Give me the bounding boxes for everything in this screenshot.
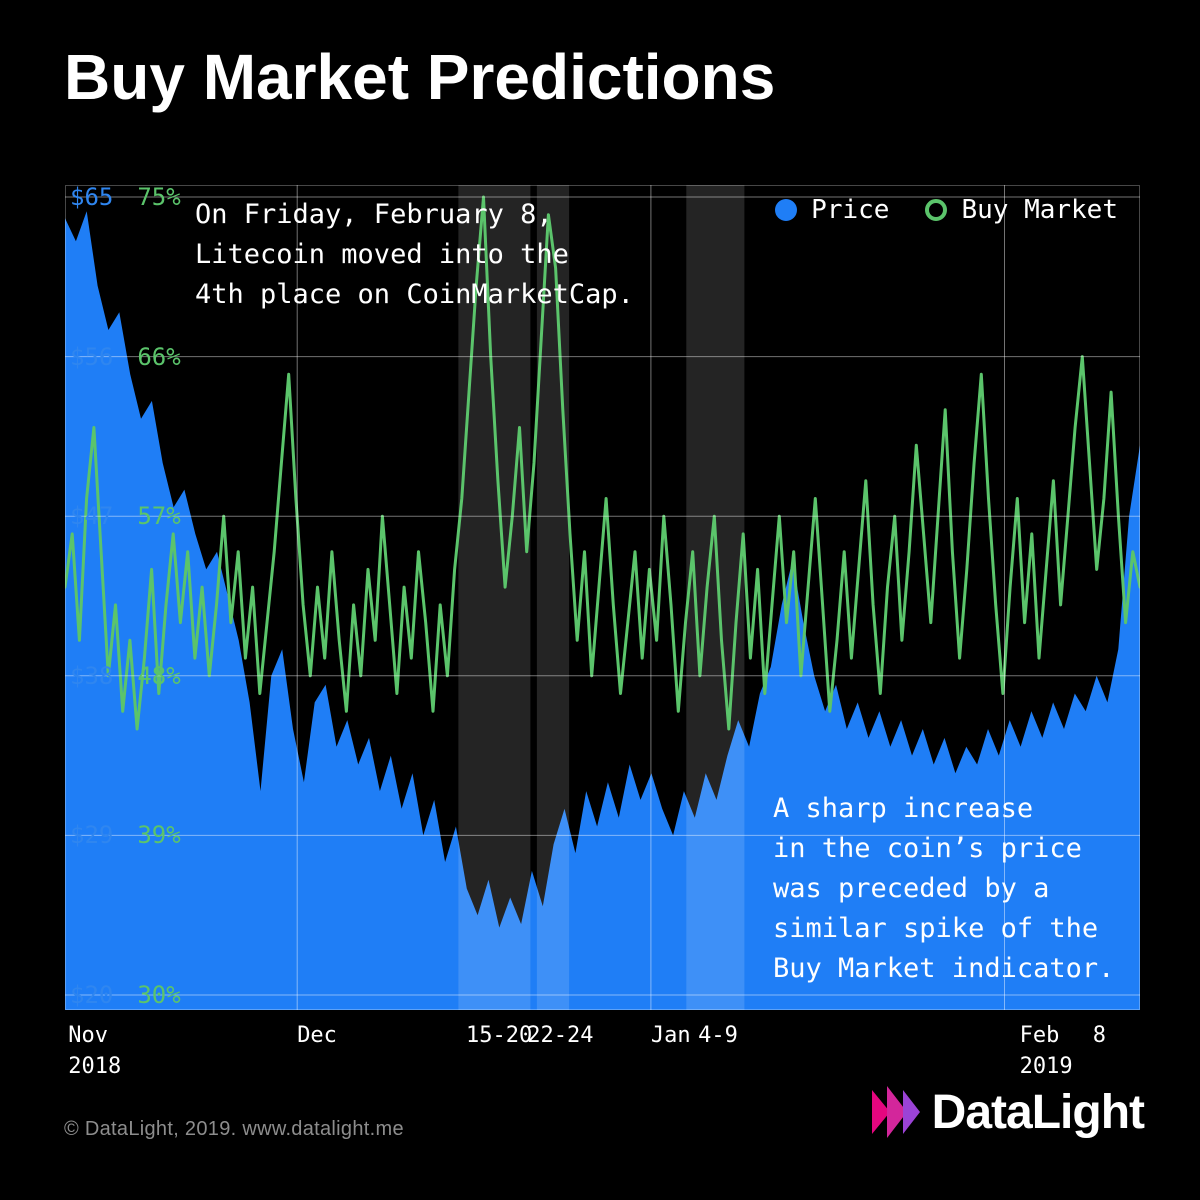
copyright-text: © DataLight, 2019. www.datalight.me [64,1118,404,1140]
y-tick-price: $38 [70,661,114,690]
page-title: Buy Market Predictions [64,41,776,113]
y-tick-label: $38 48% [70,663,181,689]
annotation-bottom: A sharp increase in the coin’s price was… [773,793,1115,984]
y-tick-percent: 75% [137,183,181,211]
annotation-top: On Friday, February 8, Litecoin moved in… [195,199,634,310]
datalight-logo-text: DataLight [931,1085,1145,1139]
x-axis-labels: Nov 2018 Dec 15-20 22-24 Jan 4-9 Feb 2019 8 [65,1020,1140,1090]
y-tick-percent: 57% [137,502,181,531]
y-tick-label: $20 30% [70,982,181,1008]
chart: $65 75% $56 66% $47 57% $38 48% $29 39% $20 30% Pri… [65,184,1140,1010]
legend-buy-market-label: Buy Market [961,195,1118,225]
y-tick-label: $56 66% [70,344,181,370]
y-tick-percent: 66% [137,342,181,371]
y-tick-price: $47 [70,502,114,531]
y-tick-price: $20 [70,981,114,1009]
legend-price-label: Price [811,195,890,225]
y-tick-percent: 48% [137,661,181,690]
x-tick-label: 4-9 [698,1023,738,1048]
x-tick-label: Feb 2019 [1019,1023,1073,1079]
datalight-logo: DataLight [870,1084,1145,1140]
y-tick-price: $65 [70,183,114,211]
y-tick-percent: 39% [137,821,181,850]
x-tick-label: Nov 2018 [68,1023,122,1079]
y-tick-label: $29 39% [70,822,181,848]
legend-item-price: Price [775,195,889,225]
y-tick-percent: 30% [137,981,181,1009]
y-tick-label: $65 75% [70,184,181,210]
legend-item-buy-market: Buy Market [925,195,1118,225]
buy-market-legend-marker [925,199,948,221]
x-tick-label: Jan [650,1023,691,1048]
x-tick-label: Dec [297,1023,337,1048]
x-tick-label: 22-24 [527,1023,594,1048]
y-tick-price: $56 [70,342,114,371]
chart-canvas [65,185,1140,1010]
datalight-logo-mark-icon [871,1086,920,1138]
y-tick-price: $29 [70,821,114,850]
chart-legend: Price Buy Market [775,195,1118,225]
y-tick-label: $47 57% [70,503,181,529]
x-tick-label: 8 [1092,1023,1106,1048]
x-tick-label: 15-20 [465,1023,533,1048]
price-legend-marker [775,199,798,221]
